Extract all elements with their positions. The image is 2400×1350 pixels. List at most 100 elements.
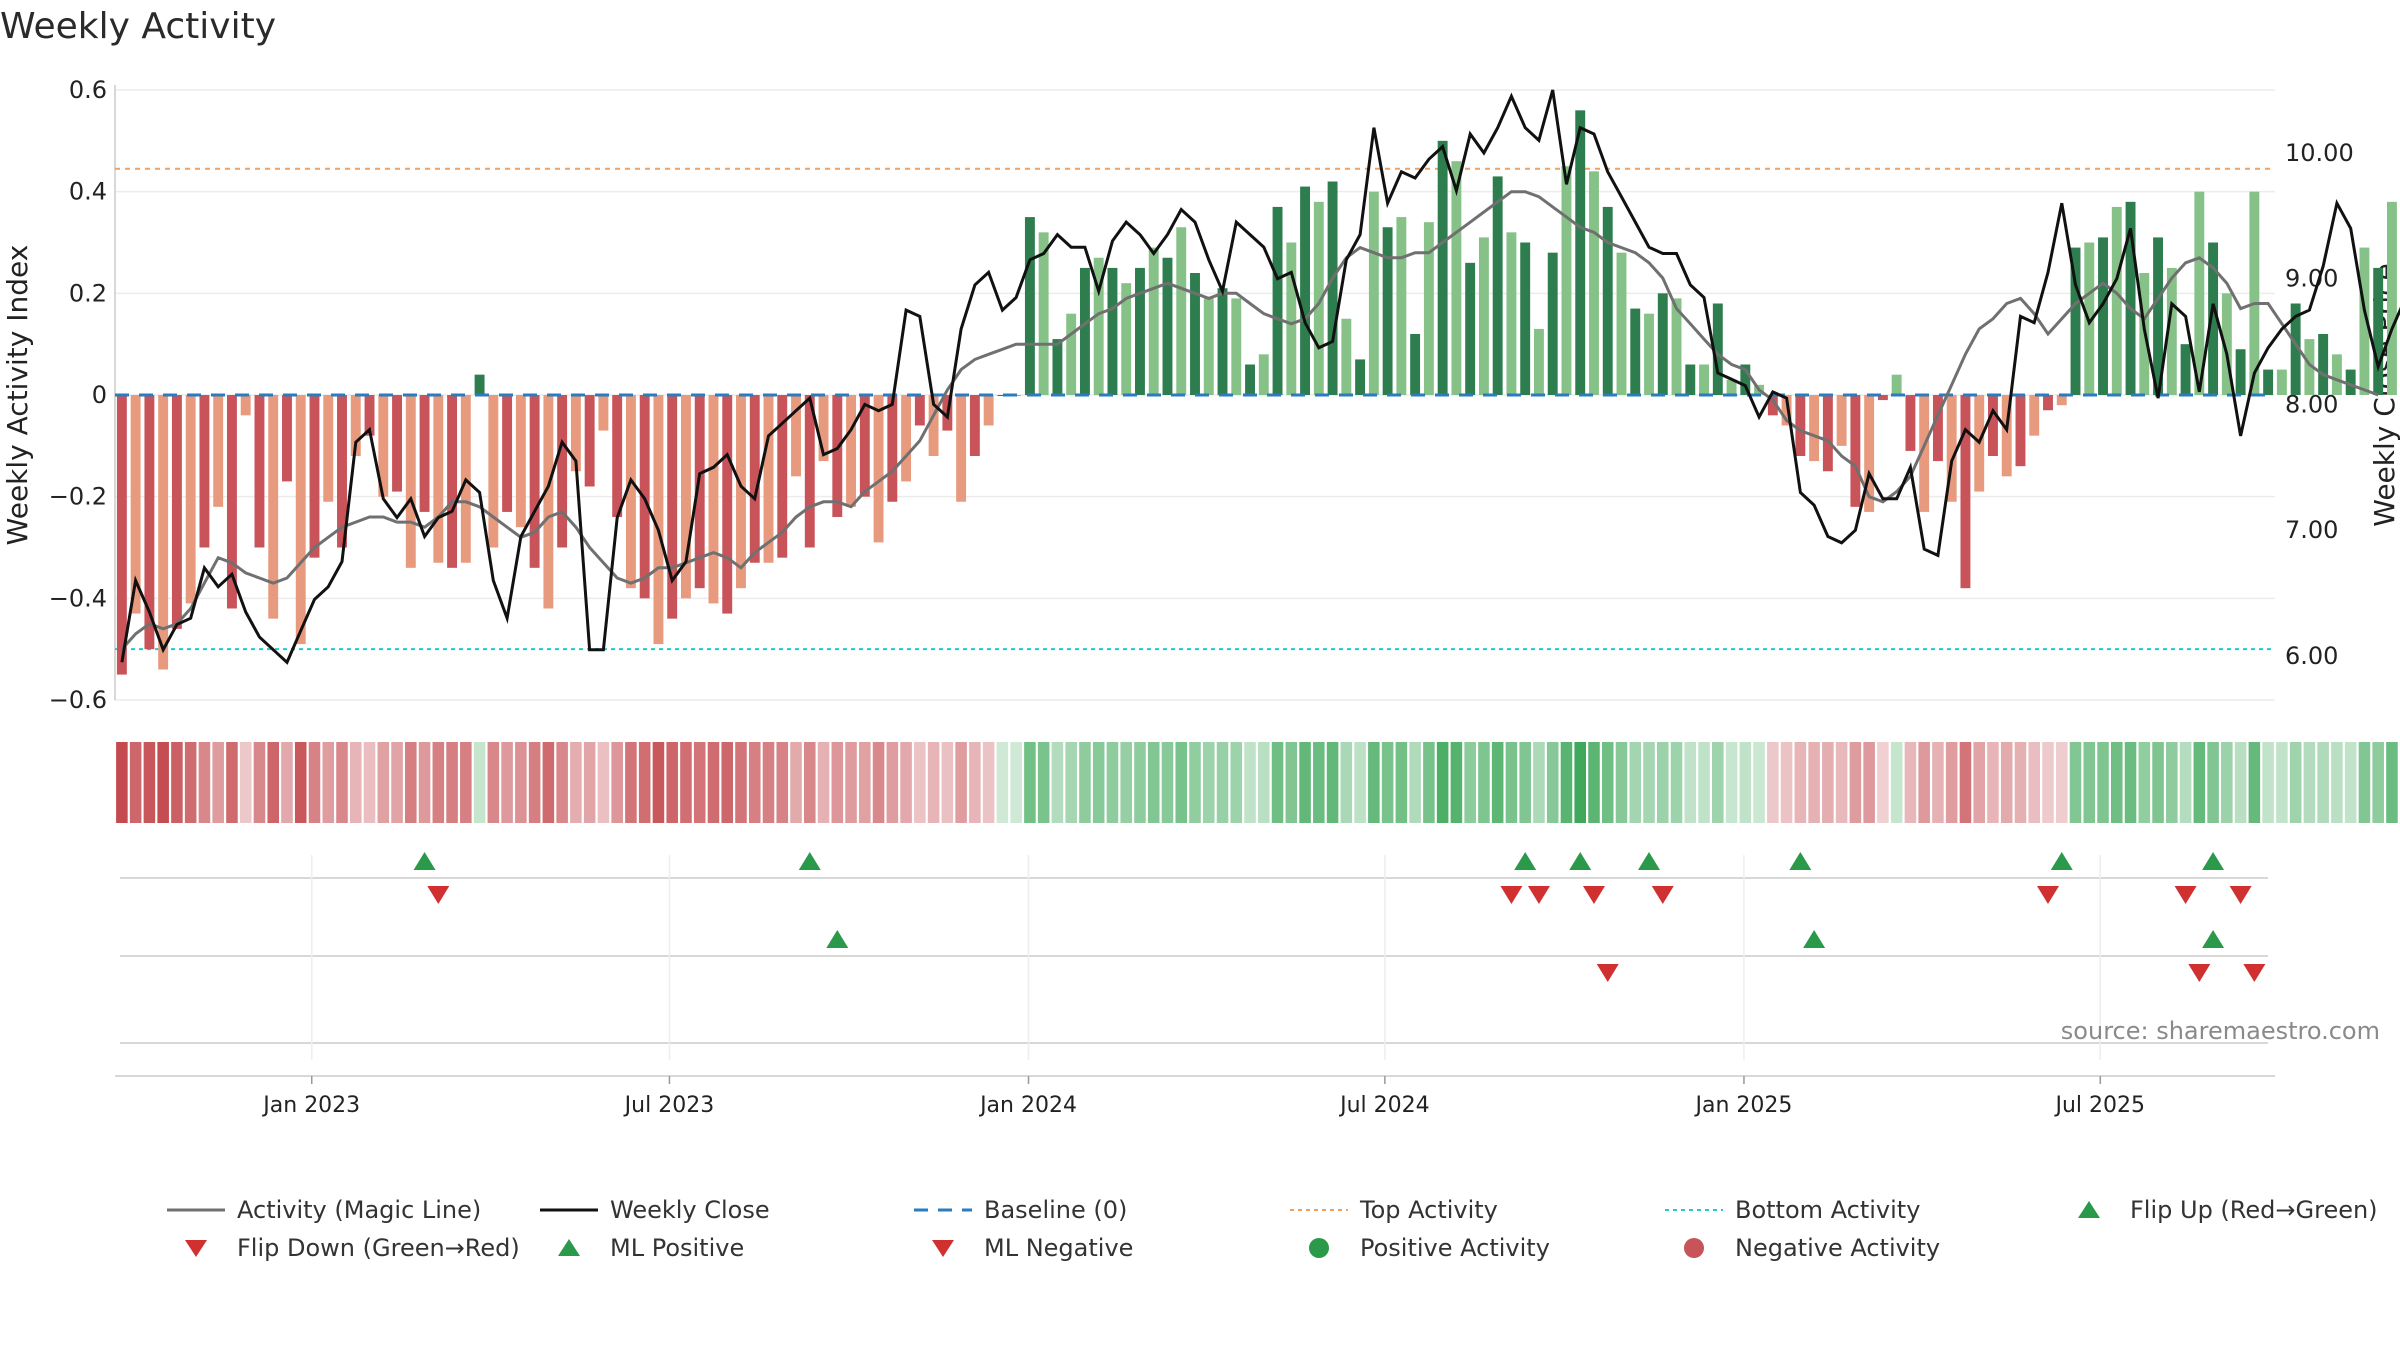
activity-bar: [612, 395, 623, 517]
heat-strip-cell: [2262, 742, 2274, 823]
heat-strip-cell: [1051, 742, 1064, 823]
activity-bar: [777, 395, 788, 558]
heat-strip-cell: [1478, 742, 1490, 823]
activity-bar: [2166, 267, 2177, 395]
activity-bar: [1781, 395, 1792, 426]
heat-strip-cell: [460, 742, 472, 823]
activity-bar: [1767, 395, 1778, 416]
activity-bar: [199, 395, 210, 548]
activity-bar: [763, 395, 774, 563]
heat-strip-cell: [1615, 742, 1628, 823]
heat-strip-cell: [1780, 742, 1793, 823]
activity-bar: [226, 395, 237, 609]
flip-up-marker: [1514, 852, 1537, 870]
heat-strip-cell: [1904, 742, 1917, 823]
heat-strip-cell: [2289, 742, 2302, 823]
heat-strip-cell: [1918, 742, 1930, 823]
heat-strip-cell: [1065, 742, 1077, 823]
heat-strip-cell: [1808, 742, 1820, 823]
activity-bar: [1121, 283, 1132, 395]
ml-negative-marker: [2243, 964, 2266, 982]
flip-up-marker: [413, 852, 436, 870]
heat-strip-cell: [1533, 742, 1545, 823]
heat-strip-cell: [1670, 742, 1683, 823]
activity-bar: [983, 395, 994, 426]
activity-bar: [144, 395, 155, 650]
activity-bar: [2001, 395, 2012, 477]
heat-strip-cell: [831, 742, 844, 823]
activity-bar: [130, 395, 141, 614]
activity-bar: [2194, 191, 2205, 395]
heat-strip-cell: [157, 742, 169, 823]
activity-bar: [1492, 176, 1503, 395]
heat-strip-cell: [226, 742, 238, 823]
heat-strip-cell: [1147, 742, 1160, 823]
heat-strip-cell: [184, 742, 197, 823]
heat-strip-cell: [2207, 742, 2219, 823]
heat-strip-cell: [955, 742, 967, 823]
activity-bar: [681, 395, 691, 599]
heat-strip-cell: [1932, 742, 1944, 823]
activity-bar: [2029, 395, 2040, 436]
heat-strip-cell: [1877, 742, 1889, 823]
x-tick-label: Jan 2023: [261, 1093, 360, 1118]
activity-bar: [2056, 395, 2067, 406]
activity-bar: [1148, 247, 1159, 395]
weekly-close-series: [120, 89, 2400, 665]
heat-strip-cell: [2166, 742, 2178, 823]
activity-bar: [2098, 237, 2108, 395]
heat-strip-cell: [2331, 742, 2343, 823]
activity-bar: [1547, 252, 1558, 395]
flip-down-marker: [2174, 886, 2197, 904]
activity-bar: [2125, 201, 2136, 395]
heat-strip-cell: [1354, 742, 1366, 823]
activity-bar: [1437, 140, 1448, 395]
activity-bar: [749, 395, 760, 563]
activity-bar: [997, 395, 1008, 396]
heat-strip-cell: [611, 742, 623, 823]
activity-bar: [873, 395, 884, 543]
heat-strip-cell: [996, 742, 1009, 823]
heat-strip-cell: [1684, 742, 1697, 823]
activity-bar: [1313, 201, 1324, 395]
activity-bar: [1616, 252, 1627, 395]
ml-negative-marker: [2188, 964, 2211, 982]
heat-strip-cell: [735, 742, 747, 823]
heat-strip-cell: [1409, 742, 1421, 823]
activity-bar: [1589, 171, 1599, 395]
activity-bar: [1891, 374, 1902, 395]
heat-strip-cell: [1230, 742, 1243, 823]
heat-strip-cell: [652, 742, 665, 823]
flip-down-marker: [427, 886, 450, 904]
activity-bar: [1561, 166, 1572, 395]
heat-strip-cell: [721, 742, 734, 823]
heat-strip-cell: [171, 742, 183, 823]
activity-bar: [1451, 161, 1462, 395]
heat-strip-cell: [1643, 742, 1655, 823]
heat-strip-cell: [1519, 742, 1531, 823]
activity-bar: [1822, 395, 1833, 472]
heat-strip-cell: [1505, 742, 1518, 823]
activity-bar: [185, 395, 196, 604]
activity-bar: [2235, 349, 2246, 395]
x-tick-label: Jan 2024: [978, 1093, 1077, 1118]
activity-bar: [859, 395, 870, 497]
activity-bar: [2015, 395, 2026, 467]
heat-strip-cell: [1464, 742, 1476, 823]
heat-strip-cell: [1849, 742, 1862, 823]
heat-strip-cell: [900, 742, 912, 823]
activity-bar: [433, 395, 444, 563]
heat-strip-cell: [1629, 742, 1642, 823]
activity-bar: [928, 395, 939, 456]
activity-bar: [405, 395, 416, 568]
activity-bar: [1190, 273, 1200, 395]
x-tick-label: Jul 2023: [623, 1093, 715, 1118]
activity-bar: [116, 395, 127, 675]
heat-strip-cell: [556, 742, 568, 823]
heat-strip-cell: [1945, 742, 1958, 823]
flip-down-marker: [1527, 886, 1550, 904]
y2-tick-label: 8.00: [2285, 390, 2338, 418]
activity-bar: [1809, 395, 1820, 462]
heat-strip-cell: [1175, 742, 1188, 823]
